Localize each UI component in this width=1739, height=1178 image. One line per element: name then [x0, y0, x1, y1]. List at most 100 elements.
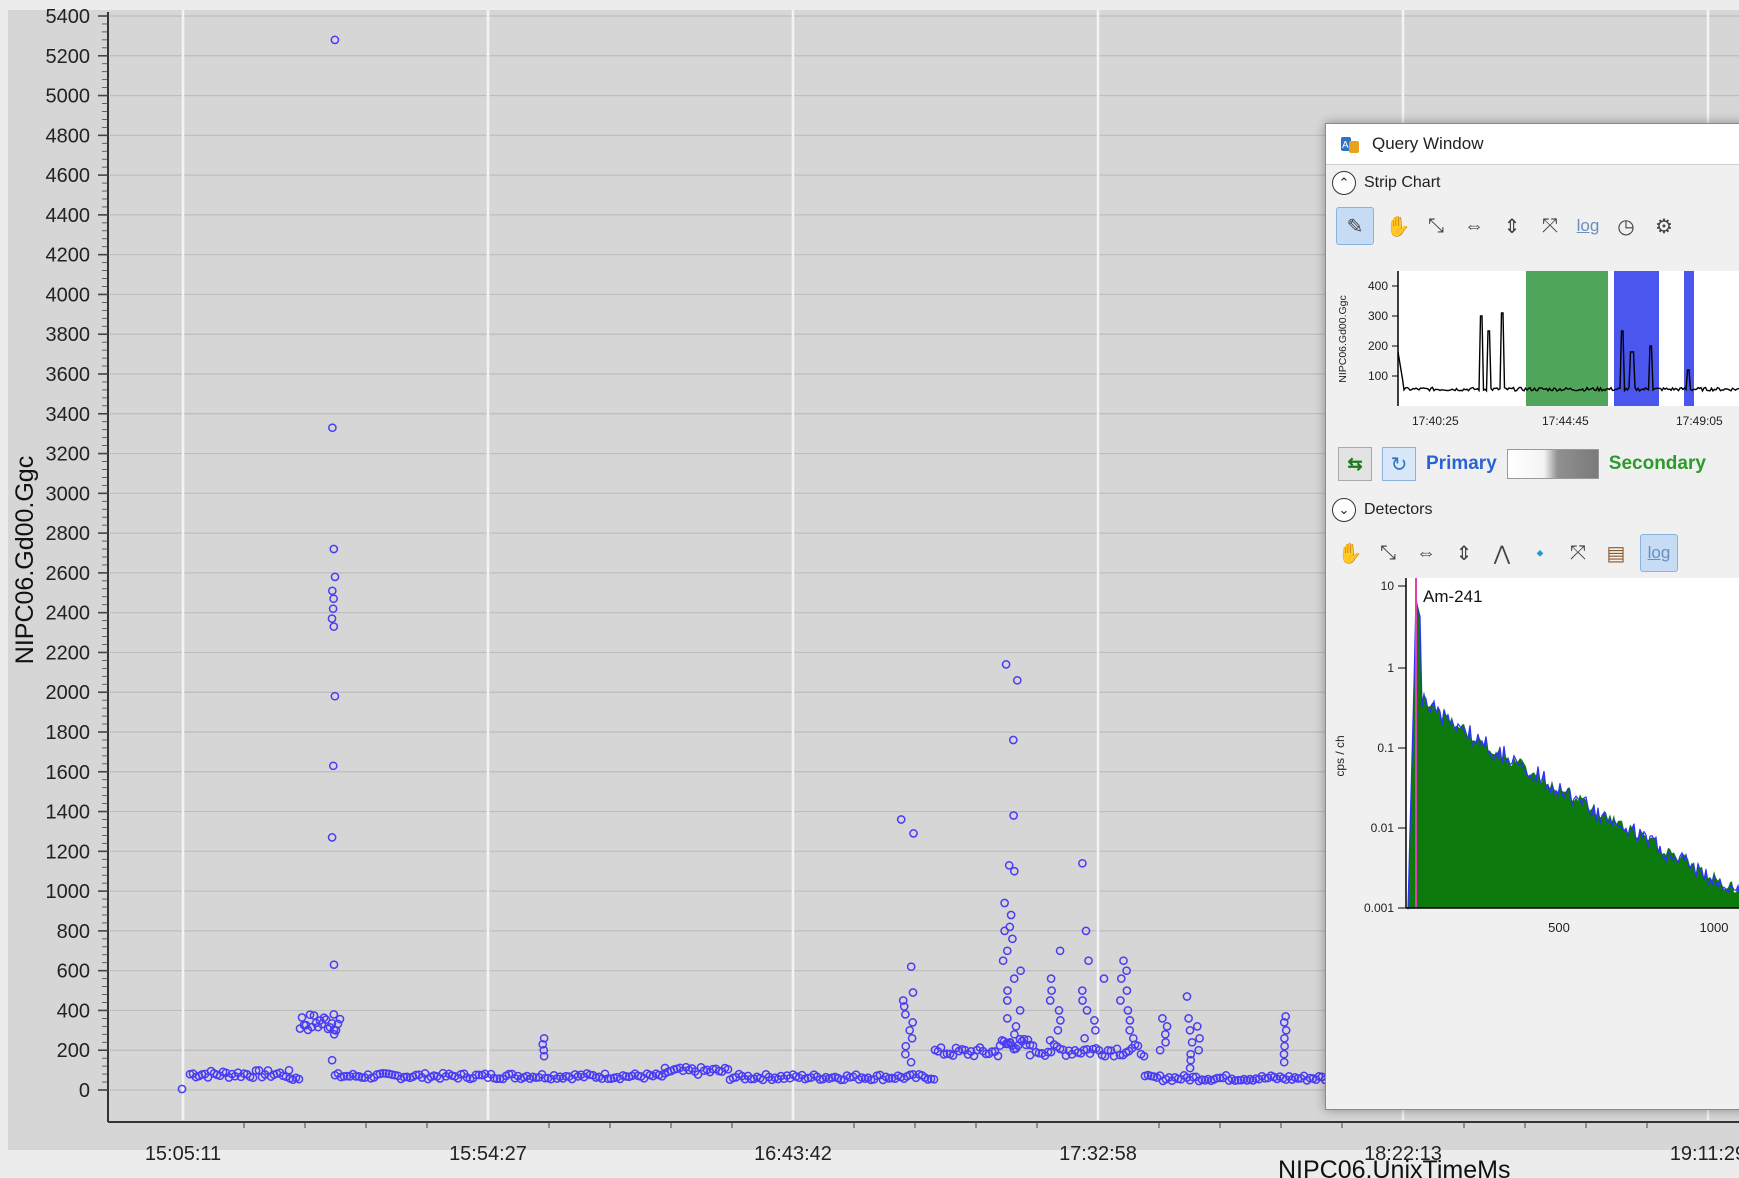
data-point — [1109, 1051, 1119, 1061]
data-point — [1006, 910, 1016, 920]
spectrum-y-tick-label: 0.001 — [1364, 901, 1394, 915]
data-point — [1000, 898, 1009, 908]
data-point — [1001, 660, 1011, 669]
data-point — [987, 1047, 997, 1056]
query-window-titlebar[interactable]: A Query Window — [1326, 124, 1739, 165]
detectors-spectrum-plot[interactable]: 10 1 0.1 0.01 0.001 Am-241 cps / ch 500 1000 — [1326, 578, 1739, 998]
data-point — [329, 622, 339, 631]
data-point — [328, 604, 338, 614]
data-point — [378, 1068, 388, 1078]
data-point — [284, 1065, 294, 1075]
data-point — [330, 691, 340, 701]
zoom-diagonal-icon[interactable]: ⤡ — [1380, 541, 1396, 564]
library-books-icon[interactable]: ▤ — [1606, 542, 1626, 565]
y-tick-label: 0 — [79, 1080, 90, 1102]
data-point — [1160, 1029, 1170, 1039]
data-point — [1046, 974, 1056, 983]
marker-pin-icon[interactable]: ⬩ — [1536, 541, 1544, 564]
expand-all-icon[interactable]: ⤧ — [1542, 214, 1558, 237]
query-window-title: Query Window — [1372, 134, 1484, 153]
data-point — [327, 1055, 337, 1065]
data-point — [1230, 1076, 1240, 1085]
vertical-arrows-icon[interactable]: ⇕ — [1455, 542, 1473, 565]
strip-chart-toolbar: ✎ ✋ ⤡ ⇔ ⇕ ⤧ log ◷ ⚙ — [1326, 201, 1739, 251]
strip-y-axis-title: NIPC06.Gd00.Ggc — [1337, 295, 1349, 383]
y-tick-labels: 5400520050004800460044004200400038003600… — [46, 6, 91, 1102]
data-point — [906, 962, 916, 972]
zoom-diagonal-icon[interactable]: ⤡ — [1428, 214, 1444, 237]
y-tick-label: 2400 — [46, 603, 91, 625]
vertical-arrows-icon[interactable]: ⇕ — [1503, 215, 1521, 238]
y-tick-label: 2000 — [46, 682, 91, 704]
peak-fit-icon[interactable]: ⋀ — [1493, 542, 1511, 565]
data-point — [333, 1019, 343, 1029]
data-point — [1139, 1051, 1149, 1061]
strip-chart-plot[interactable]: 400 300 200 100 NIPC06.Gd00.Ggc 17:40:25 17… — [1326, 251, 1739, 436]
data-point — [1233, 1075, 1243, 1085]
secondary-label[interactable]: Secondary — [1608, 453, 1706, 474]
data-point — [1081, 926, 1091, 936]
data-point — [1158, 1014, 1167, 1023]
data-point — [329, 1010, 339, 1019]
chevron-down-icon[interactable]: ⌄ — [1332, 498, 1356, 522]
data-point — [1155, 1045, 1165, 1055]
data-point — [1119, 956, 1128, 966]
data-point — [330, 35, 340, 45]
data-point — [538, 1039, 548, 1049]
pan-hand-icon[interactable]: ✋ — [1385, 215, 1411, 238]
data-point — [251, 1066, 261, 1075]
expand-all-icon[interactable]: ⤧ — [1570, 541, 1586, 564]
data-point — [1009, 974, 1019, 983]
refresh-icon[interactable]: ↻ — [1382, 447, 1416, 481]
horizontal-arrows-icon[interactable]: ⇔ — [1464, 214, 1484, 237]
data-point — [1023, 1035, 1033, 1045]
data-point — [1195, 1033, 1204, 1043]
primary-secondary-row: ⇆ ↻ Primary Secondary — [1326, 436, 1739, 492]
horizontal-arrows-icon[interactable]: ⇔ — [1416, 541, 1436, 564]
strip-chart-section-header[interactable]: ⌃ Strip Chart — [1326, 165, 1739, 201]
settings-icon[interactable]: ⚙ — [1655, 215, 1673, 238]
x-tick-label: 17:32:58 — [1059, 1143, 1137, 1165]
data-point — [1008, 934, 1017, 944]
pan-hand-icon[interactable]: ✋ — [1337, 542, 1363, 565]
data-point — [1123, 1006, 1133, 1015]
data-point — [540, 1073, 550, 1083]
data-point — [723, 1064, 733, 1074]
data-point — [1056, 1016, 1065, 1025]
data-point — [319, 1013, 329, 1023]
data-point — [1188, 1072, 1198, 1082]
app-icon: A — [1341, 137, 1359, 153]
data-point — [907, 1033, 917, 1043]
log-scale-toggle[interactable]: log — [1640, 534, 1678, 572]
primary-label[interactable]: Primary — [1426, 453, 1497, 474]
data-point — [1080, 1033, 1089, 1043]
axes — [98, 12, 1739, 1128]
y-tick-label: 5000 — [46, 86, 91, 108]
data-point — [948, 1051, 958, 1060]
data-point — [1090, 1016, 1099, 1025]
data-point — [335, 1014, 345, 1024]
y-tick-label: 3400 — [46, 404, 91, 426]
data-point — [1280, 1041, 1289, 1051]
log-scale-toggle[interactable]: log — [1576, 216, 1600, 235]
x-tick-label: 19:11:29 — [1670, 1143, 1739, 1165]
data-point — [328, 423, 337, 433]
swap-arrows-icon[interactable]: ⇆ — [1338, 447, 1372, 481]
data-point — [998, 956, 1008, 966]
data-point — [539, 1051, 549, 1061]
data-point — [381, 1069, 391, 1078]
chevron-up-icon[interactable]: ⌃ — [1332, 171, 1356, 195]
data-point — [474, 1070, 484, 1080]
data-point — [1186, 1049, 1196, 1059]
data-point — [1077, 986, 1087, 995]
edit-pencil-icon[interactable]: ✎ — [1336, 207, 1374, 245]
query-window[interactable]: A Query Window ⌃ Strip Chart ✎ ✋ ⤡ ⇔ ⇕ ⤧… — [1325, 123, 1739, 1110]
data-points — [177, 35, 1330, 1094]
spectrum-y-ticks: 10 1 0.1 0.01 0.001 — [1364, 579, 1406, 915]
primary-secondary-slider[interactable] — [1506, 449, 1599, 479]
data-point — [1045, 1035, 1055, 1045]
clock-icon[interactable]: ◷ — [1617, 215, 1635, 238]
strip-y-tick-label: 100 — [1368, 369, 1388, 383]
detectors-section-header[interactable]: ⌄ Detectors — [1326, 492, 1739, 528]
data-point — [1009, 811, 1018, 820]
